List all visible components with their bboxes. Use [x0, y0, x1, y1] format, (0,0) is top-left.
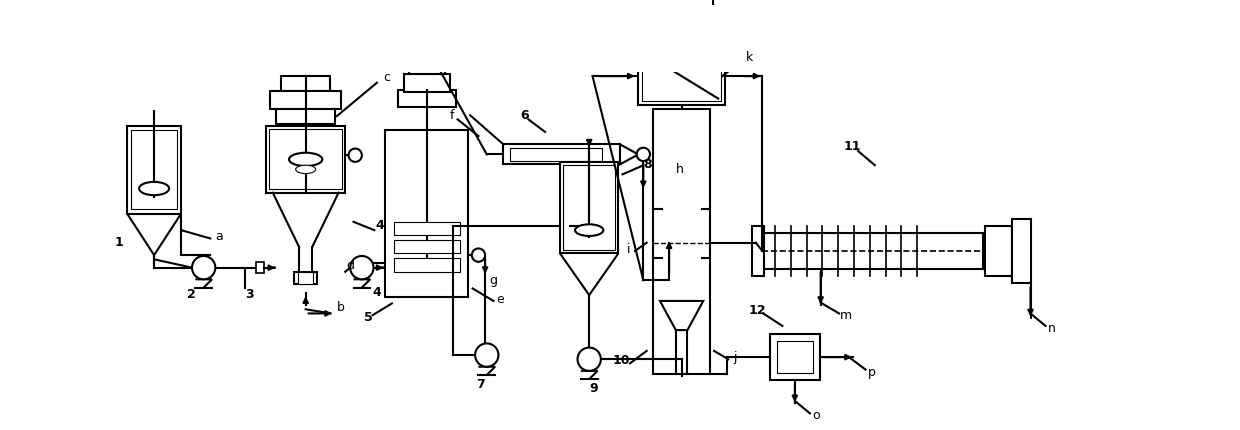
Text: 1: 1 — [114, 236, 123, 249]
Bar — [131, 130, 177, 209]
Circle shape — [471, 249, 485, 262]
Text: 4: 4 — [376, 219, 384, 233]
Text: o: o — [812, 409, 820, 422]
Bar — [393, 258, 460, 272]
Text: f: f — [450, 109, 454, 122]
Text: 9: 9 — [589, 382, 598, 395]
Text: d: d — [346, 258, 355, 272]
Polygon shape — [620, 144, 639, 164]
Text: j: j — [733, 351, 737, 364]
Circle shape — [636, 148, 650, 161]
Bar — [653, 109, 711, 374]
Circle shape — [475, 344, 498, 367]
Circle shape — [348, 148, 362, 162]
Bar — [770, 334, 820, 380]
Text: e: e — [496, 293, 503, 306]
Text: h: h — [676, 163, 684, 176]
Circle shape — [350, 256, 373, 280]
Text: 3: 3 — [246, 288, 254, 301]
Bar — [563, 165, 615, 250]
Text: g: g — [490, 273, 497, 287]
Text: 12: 12 — [749, 304, 766, 317]
Text: 6: 6 — [520, 109, 528, 122]
Circle shape — [578, 347, 601, 371]
Bar — [269, 129, 342, 189]
Text: 10: 10 — [613, 354, 630, 367]
Bar — [985, 226, 1012, 276]
Bar — [294, 272, 317, 284]
Text: m: m — [839, 310, 852, 322]
Bar — [393, 240, 460, 253]
Bar — [398, 90, 456, 107]
Bar — [642, 51, 720, 101]
Ellipse shape — [289, 153, 322, 166]
Bar — [776, 341, 813, 373]
Ellipse shape — [295, 165, 316, 174]
Bar — [560, 162, 619, 253]
Bar — [408, 57, 445, 74]
Text: 4: 4 — [372, 286, 381, 299]
Bar — [753, 226, 764, 276]
Ellipse shape — [139, 182, 169, 195]
Circle shape — [192, 256, 216, 280]
Text: p: p — [868, 366, 877, 379]
Bar — [257, 262, 264, 273]
Bar — [503, 144, 620, 164]
Bar — [386, 130, 469, 297]
Bar — [510, 148, 601, 161]
Bar — [403, 74, 450, 92]
Ellipse shape — [575, 224, 604, 236]
Bar — [763, 233, 983, 269]
Text: i: i — [626, 243, 630, 256]
Text: c: c — [383, 71, 391, 84]
Bar — [298, 272, 314, 284]
Bar — [281, 76, 330, 91]
Polygon shape — [660, 301, 703, 330]
Text: a: a — [215, 230, 222, 243]
Text: l: l — [712, 0, 715, 8]
Bar — [126, 126, 181, 214]
Text: 2: 2 — [187, 288, 196, 301]
Text: 7: 7 — [476, 378, 485, 391]
Bar — [1012, 219, 1030, 283]
Text: 11: 11 — [843, 140, 861, 154]
Bar — [267, 126, 345, 193]
Text: 5: 5 — [365, 311, 373, 324]
Text: n: n — [1048, 322, 1056, 335]
Text: b: b — [337, 301, 345, 314]
Bar — [277, 109, 335, 124]
Text: 8: 8 — [644, 158, 652, 171]
Bar — [393, 222, 460, 235]
Bar — [270, 91, 341, 109]
Bar — [639, 47, 725, 105]
Text: k: k — [746, 51, 754, 64]
